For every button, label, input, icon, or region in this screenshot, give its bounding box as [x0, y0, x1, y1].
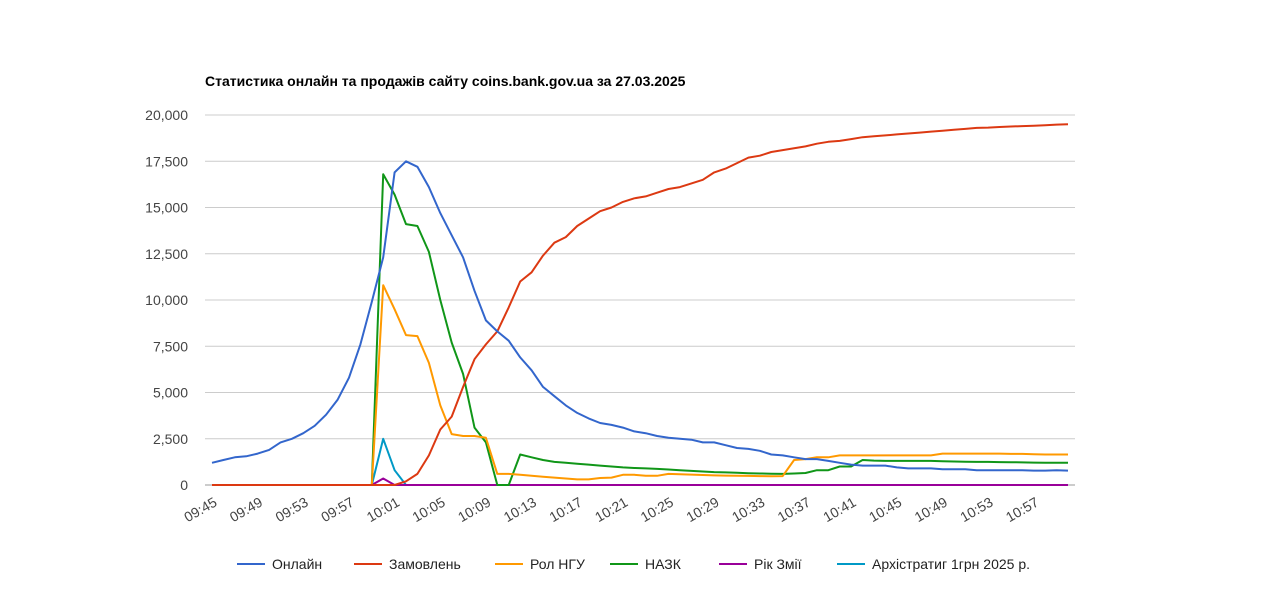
- x-tick-label: 09:49: [227, 494, 266, 525]
- y-tick-label: 12,500: [145, 246, 188, 262]
- series-line-Замовлень: [212, 123, 1069, 486]
- y-tick-label: 20,000: [145, 107, 188, 123]
- y-tick-label: 2,500: [153, 431, 188, 447]
- legend: Онлайн Замовлень Рол НГУ НАЗК Рік Змії Архіст…: [237, 556, 1030, 572]
- x-tick-label: 09:45: [181, 494, 220, 525]
- x-tick-label: 10:45: [866, 494, 905, 525]
- x-tick-label: 10:21: [592, 494, 631, 525]
- legend-item[interactable]: Рол НГУ: [495, 556, 585, 572]
- legend-label: Рол НГУ: [530, 556, 585, 572]
- x-tick-label: 10:53: [957, 494, 996, 525]
- y-axis-ticks: 0 2,500 5,000 7,500 10,000 12,500 15,000 17,500…: [145, 107, 188, 493]
- x-tick-label: 10:25: [638, 494, 677, 525]
- legend-item[interactable]: Онлайн: [237, 556, 322, 572]
- x-axis-ticks: 09:45 09:49 09:53 09:57 10:01 10:05 10:09 10:13…: [181, 494, 1041, 525]
- legend-label: Онлайн: [272, 556, 322, 572]
- x-tick-label: 09:57: [318, 494, 357, 525]
- x-tick-label: 10:01: [364, 494, 403, 525]
- gridlines: [205, 114, 1075, 486]
- x-tick-label: 09:53: [272, 494, 311, 525]
- x-tick-label: 10:29: [683, 494, 722, 525]
- x-tick-label: 10:17: [546, 494, 585, 525]
- y-tick-label: 10,000: [145, 292, 188, 308]
- series-line-Онлайн: [211, 160, 1069, 472]
- x-tick-label: 10:05: [409, 494, 448, 525]
- x-tick-label: 10:09: [455, 494, 494, 525]
- x-tick-label: 10:33: [729, 494, 768, 525]
- x-tick-label: 10:13: [501, 494, 540, 525]
- series-line-Рол НГУ: [212, 284, 1068, 486]
- legend-item[interactable]: Архістратиг 1грн 2025 р.: [837, 556, 1030, 572]
- chart-title: Статистика онлайн та продажів сайту coin…: [205, 73, 686, 89]
- y-tick-label: 0: [180, 477, 188, 493]
- legend-item[interactable]: НАЗК: [610, 556, 682, 572]
- x-tick-label: 10:41: [820, 494, 859, 525]
- legend-label: Архістратиг 1грн 2025 р.: [872, 556, 1030, 572]
- y-tick-label: 7,500: [153, 338, 188, 354]
- x-tick-label: 10:49: [912, 494, 951, 525]
- x-tick-label: 10:57: [1003, 494, 1042, 525]
- legend-label: НАЗК: [645, 556, 682, 572]
- legend-label: Рік Змії: [754, 556, 802, 572]
- legend-item[interactable]: Рік Змії: [719, 556, 802, 572]
- y-tick-label: 5,000: [153, 385, 188, 401]
- legend-item[interactable]: Замовлень: [354, 556, 461, 572]
- x-tick-label: 10:37: [775, 494, 814, 525]
- series-lines: [211, 123, 1069, 486]
- y-tick-label: 17,500: [145, 153, 188, 169]
- legend-label: Замовлень: [389, 556, 461, 572]
- y-tick-label: 15,000: [145, 200, 188, 216]
